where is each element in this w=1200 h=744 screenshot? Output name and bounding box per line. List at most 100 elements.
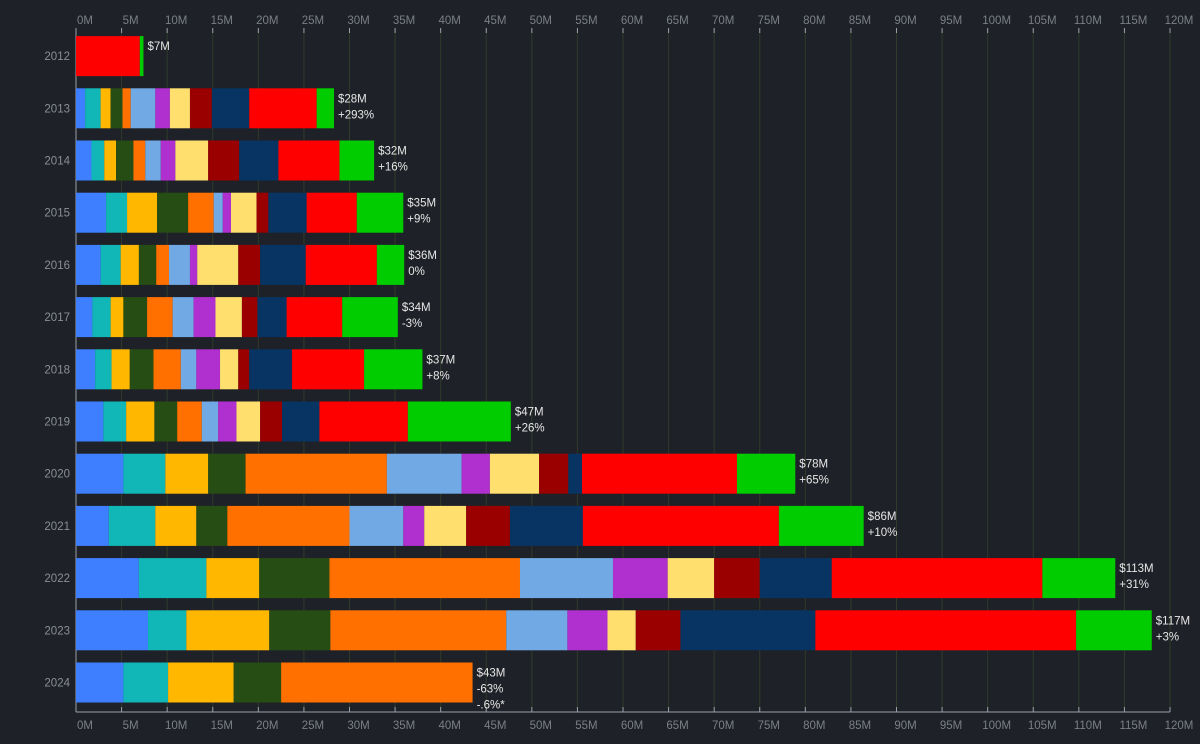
category-label-2015: 2015	[44, 208, 70, 220]
total-label-2024: $43M	[477, 668, 506, 680]
x-tick-label-top-17: 85M	[849, 15, 871, 27]
total-label-2014: $32M	[378, 146, 407, 158]
bar-2015-seg-2	[106, 192, 128, 233]
bar-2019-seg-12	[407, 401, 511, 442]
bar-2017-seg-9	[241, 297, 258, 338]
bar-2018-seg-5	[153, 349, 181, 390]
bar-2022-seg-8	[667, 558, 715, 599]
bar-2017-seg-7	[193, 297, 216, 338]
bar-2018-seg-4	[129, 349, 154, 390]
bar-2014-seg-5	[133, 140, 146, 181]
bar-2020-seg-5	[245, 453, 387, 494]
category-label-2018: 2018	[44, 364, 70, 376]
bar-2023-seg-5	[330, 610, 507, 651]
bar-2015-seg-7	[222, 192, 231, 233]
bar-2016-seg-11	[305, 244, 377, 285]
bar-2013-seg-2	[85, 88, 101, 129]
x-tick-label-top-1: 5M	[123, 15, 139, 27]
bar-2023-seg-9	[635, 610, 681, 651]
x-tick-label-bottom-17: 85M	[849, 720, 871, 732]
bar-2014-seg-1	[76, 140, 92, 181]
bar-2016-seg-3	[120, 244, 139, 285]
change-label-2021: +10%	[868, 527, 898, 539]
bar-2021-seg-11	[582, 505, 779, 546]
x-tick-label-bottom-13: 65M	[666, 720, 688, 732]
bar-2017-seg-2	[92, 297, 111, 338]
bar-2019-seg-6	[201, 401, 219, 442]
bar-2021-seg-7	[403, 505, 425, 546]
x-tick-label-top-9: 45M	[484, 15, 506, 27]
x-tick-label-bottom-15: 75M	[758, 720, 780, 732]
bar-2022-seg-6	[519, 558, 613, 599]
total-label-2015: $35M	[407, 198, 436, 210]
bar-2019-seg-3	[126, 401, 155, 442]
bar-2023-seg-4	[269, 610, 331, 651]
bar-2015-seg-10	[268, 192, 307, 233]
bar-2013-seg-3	[100, 88, 111, 129]
bar-2016-seg-6	[168, 244, 190, 285]
bar-2014-seg-11	[278, 140, 340, 181]
bar-2018-seg-9	[238, 349, 250, 390]
bar-2018-seg-10	[249, 349, 293, 390]
bar-2016-seg-10	[260, 244, 306, 285]
bar-2017-seg-10	[257, 297, 287, 338]
category-label-2017: 2017	[44, 312, 70, 324]
x-tick-label-top-16: 80M	[803, 15, 825, 27]
bar-2014-seg-6	[145, 140, 161, 181]
bar-2015-seg-9	[256, 192, 269, 233]
bar-2022-seg-1	[76, 558, 139, 599]
x-tick-label-top-4: 20M	[256, 15, 278, 27]
bar-2018-seg-2	[95, 349, 112, 390]
bar-2021-seg-5	[227, 505, 350, 546]
x-tick-label-top-5: 25M	[302, 15, 324, 27]
bar-2023-seg-3	[186, 610, 270, 651]
bar-2022-seg-11	[831, 558, 1043, 599]
change-label-2017: -3%	[402, 318, 422, 330]
bar-2019-seg-1	[76, 401, 104, 442]
bar-2017-seg-11	[286, 297, 343, 338]
bar-2022-seg-12	[1042, 558, 1116, 599]
bar-2021-seg-6	[349, 505, 404, 546]
bar-2019-seg-2	[103, 401, 127, 442]
x-tick-label-top-15: 75M	[758, 15, 780, 27]
x-tick-label-bottom-4: 20M	[256, 720, 278, 732]
x-tick-label-bottom-19: 95M	[940, 720, 962, 732]
total-label-2017: $34M	[402, 302, 431, 314]
bar-2014-seg-3	[104, 140, 117, 181]
bar-2016-seg-8	[197, 244, 239, 285]
bar-2018-seg-1	[76, 349, 96, 390]
x-tick-label-top-8: 40M	[438, 15, 460, 27]
x-tick-label-bottom-23: 115M	[1119, 720, 1147, 732]
x-tick-label-bottom-1: 5M	[123, 720, 139, 732]
note-label-2024: -.6%*	[477, 700, 506, 712]
x-tick-label-top-10: 50M	[530, 15, 552, 27]
bar-2013-seg-6	[130, 88, 156, 129]
x-tick-label-top-12: 60M	[621, 15, 643, 27]
x-tick-label-top-6: 30M	[347, 15, 369, 27]
bar-2023-seg-11	[815, 610, 1077, 651]
x-tick-label-bottom-11: 55M	[575, 720, 597, 732]
bar-2017-seg-6	[172, 297, 194, 338]
bar-2021-seg-8	[424, 505, 467, 546]
bar-2024-seg-4	[233, 662, 282, 703]
bar-2013-seg-10	[211, 88, 250, 129]
bar-2013-seg-4	[110, 88, 123, 129]
bar-2020-seg-6	[386, 453, 462, 494]
bar-2015-seg-4	[157, 192, 189, 233]
x-tick-label-top-21: 105M	[1028, 15, 1057, 27]
x-tick-label-bottom-16: 80M	[803, 720, 825, 732]
bar-2022-seg-7	[612, 558, 668, 599]
bar-2020-seg-3	[165, 453, 209, 494]
total-label-2019: $47M	[515, 407, 544, 419]
change-label-2016: 0%	[408, 266, 425, 278]
bar-2019-seg-5	[177, 401, 202, 442]
bar-2018-seg-6	[180, 349, 197, 390]
bar-2016-seg-2	[100, 244, 121, 285]
x-tick-label-bottom-21: 105M	[1028, 720, 1057, 732]
bar-2017-seg-3	[110, 297, 124, 338]
change-label-2019: +26%	[515, 423, 545, 435]
bar-2019-seg-7	[218, 401, 237, 442]
bar-2014-seg-10	[239, 140, 279, 181]
